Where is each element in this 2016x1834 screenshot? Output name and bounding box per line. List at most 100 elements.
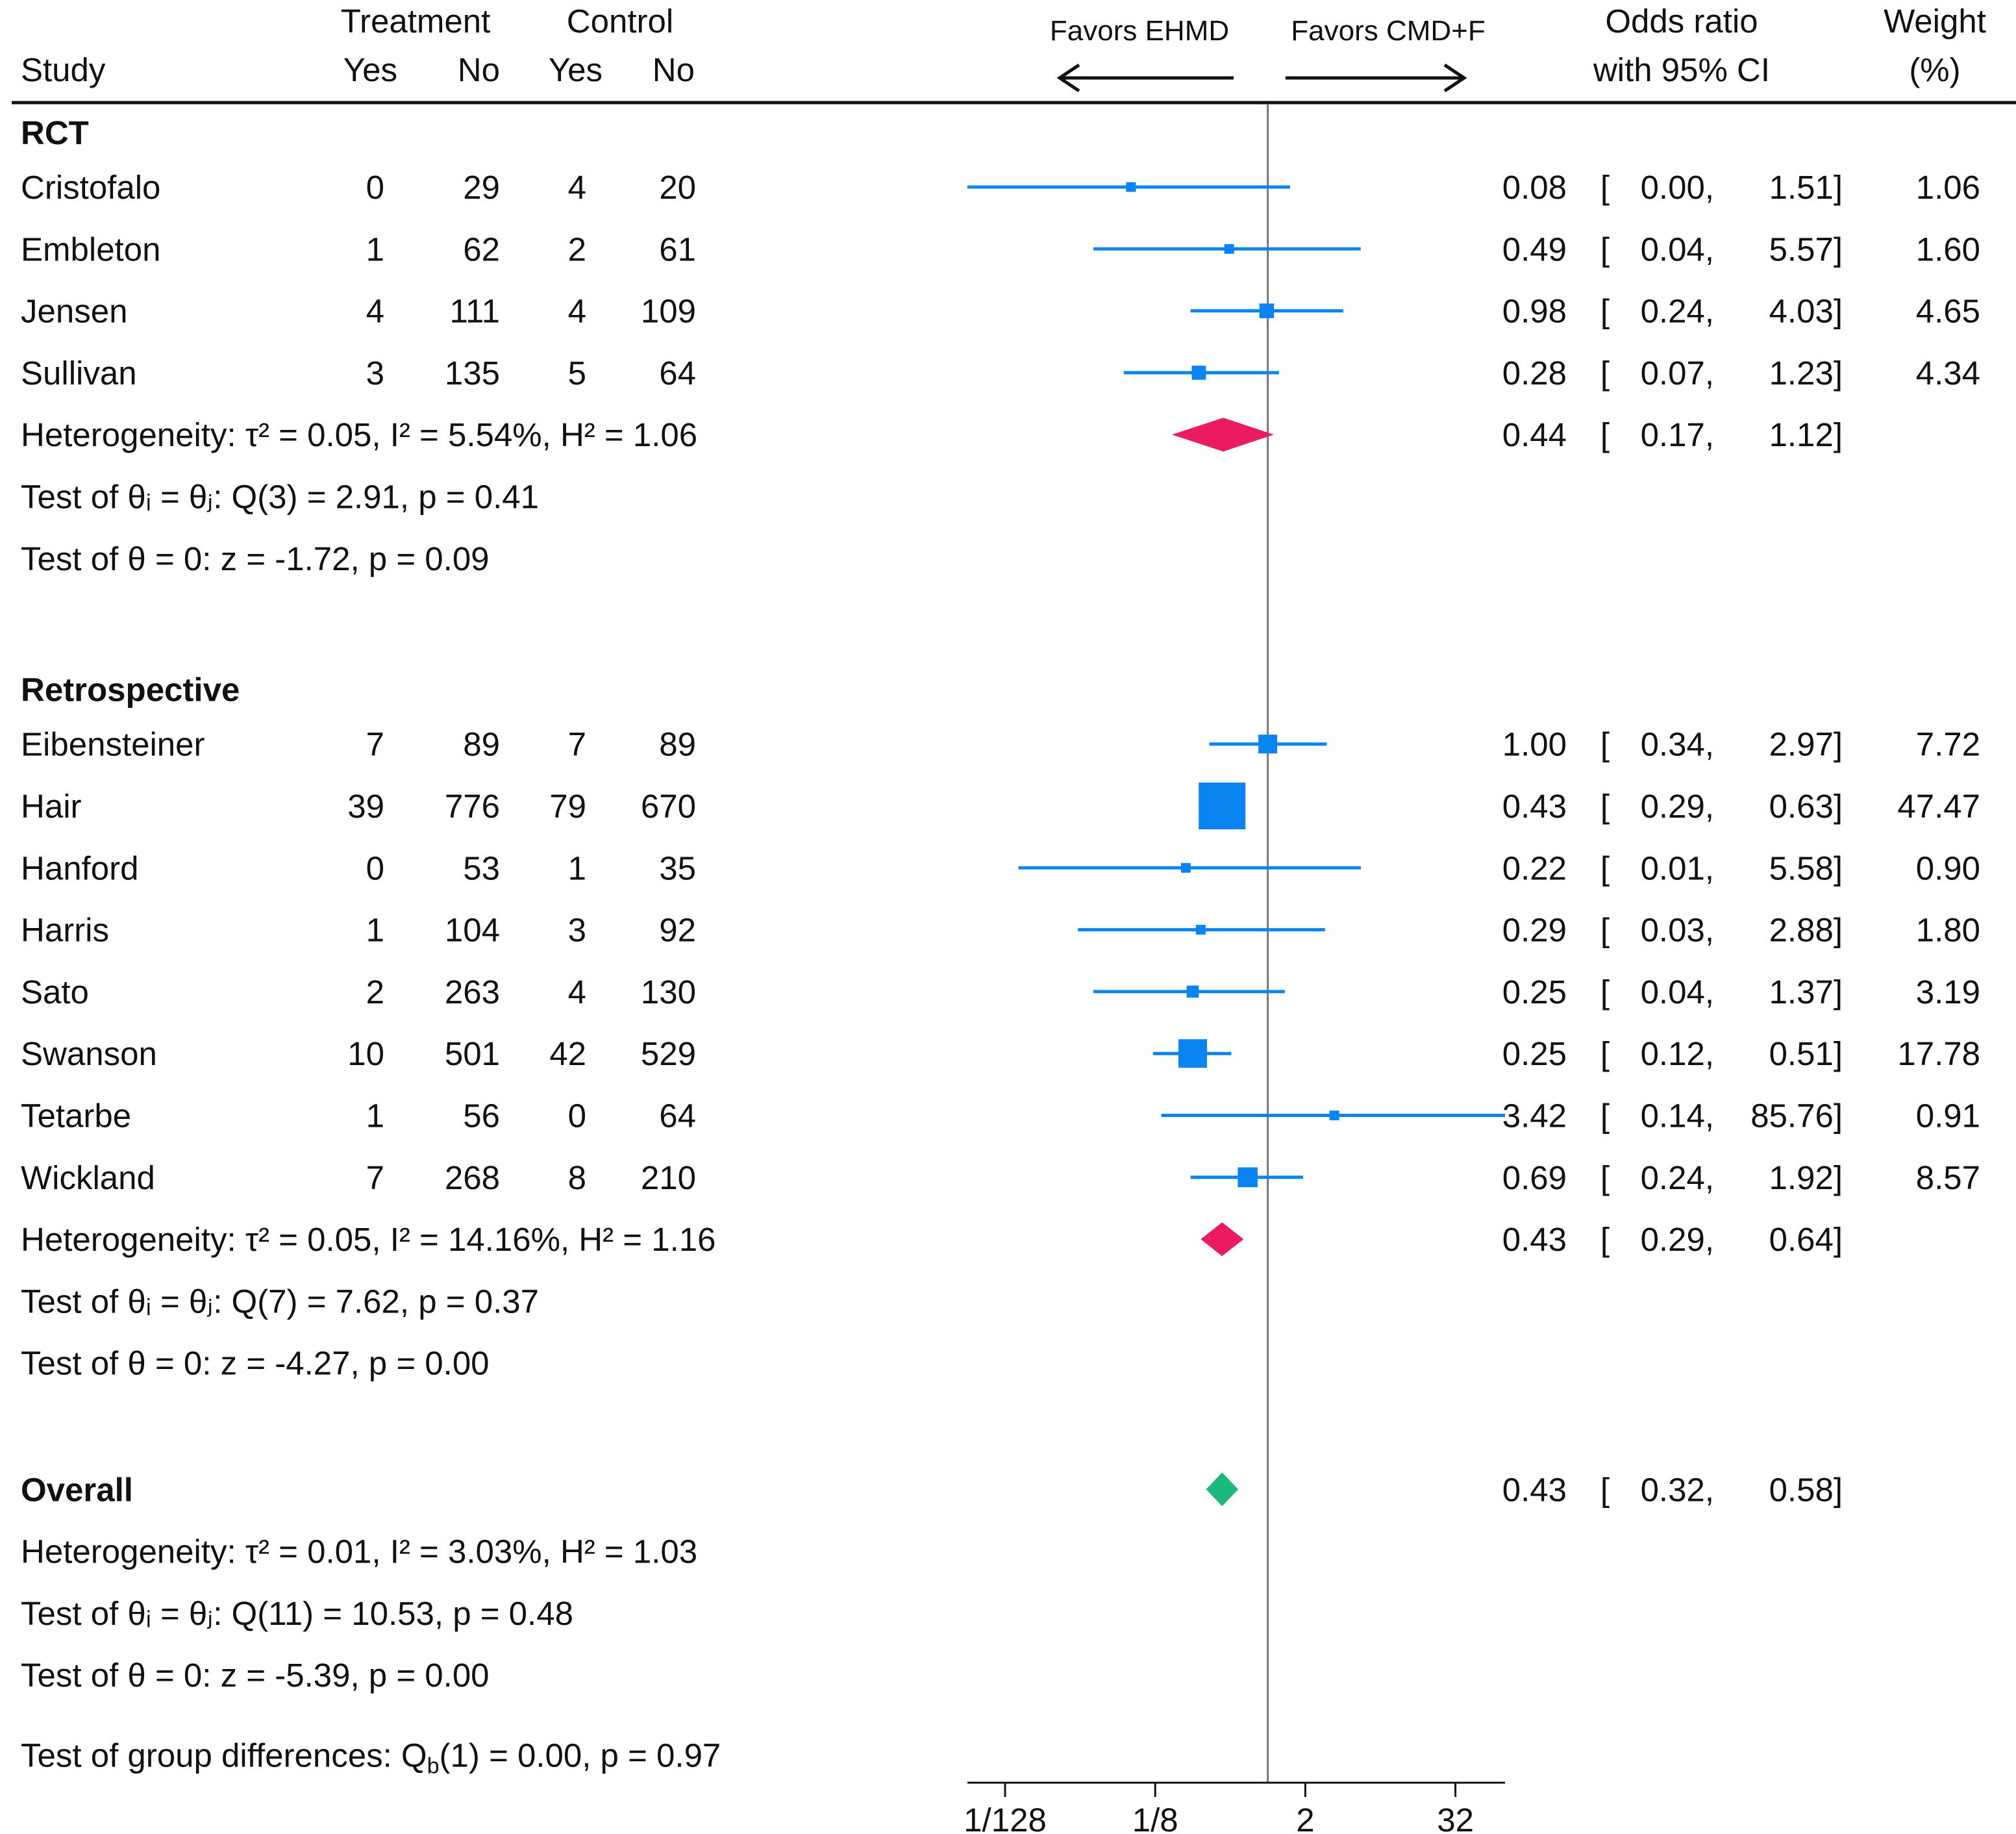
study-eibensteiner-ci-lower: 0.34, (1641, 726, 1714, 763)
study-wickland-ci-upper: 1.92] (1769, 1159, 1843, 1196)
study-swanson-ci-bracket: [ (1600, 1035, 1610, 1072)
study-hanford-treatment-yes: 0 (366, 849, 384, 886)
study-eibensteiner-ci-upper: 2.97] (1769, 726, 1843, 763)
group-0-q-test: Test of θᵢ = θⱼ: Q(3) = 2.91, p = 0.41 (21, 479, 539, 516)
study-hanford-ci-bracket: [ (1600, 849, 1610, 886)
study-swanson-weight: 17.78 (1897, 1035, 1980, 1072)
study-cristofalo-control-no: 20 (659, 169, 696, 206)
study-swanson-treatment-no: 501 (445, 1035, 500, 1072)
study-hanford-control-no: 35 (659, 849, 696, 886)
study-hanford-or-value: 0.22 (1502, 849, 1567, 886)
study-tetarbe-or-value: 3.42 (1502, 1098, 1567, 1135)
study-embleton-control-yes: 2 (568, 231, 586, 268)
study-sato-control-no: 130 (641, 974, 696, 1011)
control-yes-header: Yes (549, 51, 603, 88)
x-axis-tick-label: 1/128 (964, 1802, 1047, 1834)
overall-q-test: Test of θᵢ = θⱼ: Q(11) = 10.53, p = 0.48 (21, 1595, 573, 1632)
study-eibensteiner-treatment-no: 89 (463, 726, 500, 763)
study-sato-or-value: 0.25 (1502, 974, 1567, 1011)
study-tetarbe-weight: 0.91 (1916, 1098, 1980, 1135)
table-header: Treatment Control Study Yes No Yes No Fa… (12, 3, 2016, 105)
study-harris-weight: 1.80 (1916, 912, 1980, 949)
study-tetarbe-treatment-yes: 1 (366, 1098, 384, 1135)
study-eibensteiner-weight: 7.72 (1916, 726, 1980, 763)
treatment-header: Treatment (341, 3, 491, 40)
study-sullivan-ci-upper: 1.23] (1769, 355, 1843, 392)
study-wickland-ci-lower: 0.24, (1641, 1159, 1714, 1196)
overall-ci-upper: 0.58] (1769, 1471, 1843, 1508)
study-jensen-ci-lower: 0.24, (1641, 293, 1714, 330)
study-cristofalo-ci-bracket: [ (1600, 169, 1610, 206)
study-cristofalo-ci-lower: 0.00, (1641, 169, 1714, 206)
treatment-yes-header: Yes (343, 51, 397, 88)
study-sato-ci-lower: 0.04, (1641, 974, 1714, 1011)
study-sato-marker (1186, 985, 1199, 998)
study-jensen-name: Jensen (21, 293, 127, 330)
study-tetarbe-treatment-no: 56 (463, 1098, 500, 1135)
study-tetarbe-control-yes: 0 (568, 1098, 586, 1135)
study-sato-treatment-no: 263 (445, 974, 500, 1011)
study-swanson-or-value: 0.25 (1502, 1035, 1567, 1072)
study-swanson-ci-upper: 0.51] (1769, 1035, 1843, 1072)
study-hanford-ci-lower: 0.01, (1641, 849, 1714, 886)
study-eibensteiner-marker (1258, 735, 1278, 754)
study-cristofalo-ci-upper: 1.51] (1769, 169, 1843, 206)
study-sullivan-ci-lower: 0.07, (1641, 355, 1714, 392)
study-cristofalo-name: Cristofalo (21, 169, 160, 206)
group-0-pooled-ci-upper: 1.12] (1769, 416, 1843, 453)
study-embleton-control-no: 61 (659, 231, 696, 268)
odds-ratio-header: Odds ratio (1605, 3, 1758, 40)
x-axis: 1/128 1/8 2 32 (964, 1781, 1505, 1834)
study-wickland-treatment-yes: 7 (366, 1159, 384, 1196)
overall-or-value: 0.43 (1502, 1471, 1567, 1508)
study-sato-ci-upper: 1.37] (1769, 974, 1843, 1011)
ci-header: with 95% CI (1593, 51, 1770, 88)
study-eibensteiner-control-yes: 7 (568, 726, 586, 763)
group-1-pooled-ci-lower: 0.29, (1641, 1221, 1714, 1258)
study-harris-ci-lower: 0.03, (1641, 912, 1714, 949)
control-no-header: No (653, 51, 695, 88)
study-sullivan-treatment-no: 135 (445, 355, 500, 392)
study-tetarbe-marker (1329, 1111, 1339, 1120)
study-tetarbe-name: Tetarbe (21, 1098, 131, 1135)
study-jensen-or-value: 0.98 (1502, 293, 1567, 330)
study-embleton-treatment-no: 62 (463, 231, 500, 268)
study-cristofalo-or-value: 0.08 (1502, 169, 1567, 206)
study-sullivan-marker (1191, 366, 1206, 380)
study-wickland-ci-bracket: [ (1600, 1159, 1610, 1196)
study-wickland-control-no: 210 (641, 1159, 696, 1196)
study-hanford-control-yes: 1 (568, 849, 586, 886)
x-axis-tick-label: 2 (1296, 1802, 1314, 1834)
study-hanford-name: Hanford (21, 849, 138, 886)
study-swanson-ci-lower: 0.12, (1641, 1035, 1714, 1072)
overall-ci-lower: 0.32, (1641, 1471, 1714, 1508)
study-embleton-treatment-yes: 1 (366, 231, 384, 268)
study-sullivan-control-yes: 5 (568, 355, 586, 392)
overall-z-test: Test of θ = 0: z = -5.39, p = 0.00 (21, 1657, 490, 1694)
study-hair-name: Hair (21, 788, 82, 825)
group-0-pooled-ci-lower: 0.17, (1641, 416, 1714, 453)
study-harris-ci-upper: 2.88] (1769, 912, 1843, 949)
x-axis-tick-label: 1/8 (1132, 1802, 1178, 1834)
study-embleton-ci-lower: 0.04, (1641, 231, 1714, 268)
study-hair-ci-bracket: [ (1600, 788, 1610, 825)
study-hair-treatment-yes: 39 (347, 788, 384, 825)
study-harris-control-yes: 3 (568, 912, 586, 949)
study-hair-ci-lower: 0.29, (1641, 788, 1714, 825)
study-tetarbe-ci-upper: 85.76] (1750, 1098, 1843, 1135)
study-embleton-or-value: 0.49 (1502, 231, 1567, 268)
study-wickland-weight: 8.57 (1916, 1159, 1980, 1196)
study-embleton-ci-upper: 5.57] (1769, 231, 1843, 268)
group-1-z-test: Test of θ = 0: z = -4.27, p = 0.00 (21, 1345, 490, 1382)
overall-heterogeneity: Heterogeneity: τ² = 0.01, I² = 3.03%, H²… (21, 1533, 697, 1570)
study-hanford-marker (1180, 862, 1191, 873)
study-swanson-control-no: 529 (641, 1035, 696, 1072)
group-differences-test: Test of group differences: Qb(1) = 0.00,… (21, 1737, 721, 1779)
study-swanson-name: Swanson (21, 1035, 157, 1072)
group-0-title: RCT (21, 114, 89, 151)
study-hair-treatment-no: 776 (445, 788, 500, 825)
favors-left-label: Favors EHMD (1050, 15, 1229, 47)
right-arrow-icon (1286, 63, 1467, 93)
study-wickland-control-yes: 8 (568, 1159, 586, 1196)
